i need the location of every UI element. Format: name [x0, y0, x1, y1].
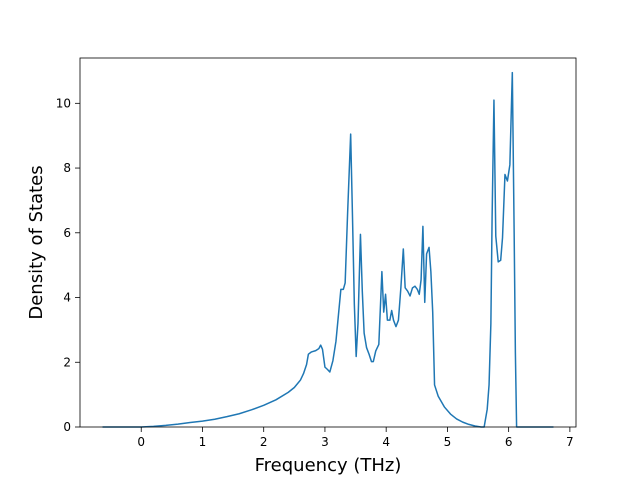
x-tick-label: 0: [137, 435, 145, 449]
dos-series-line: [102, 71, 554, 428]
x-tick-label: 7: [566, 435, 574, 449]
x-tick-label: 2: [260, 435, 268, 449]
x-tick-label: 3: [321, 435, 329, 449]
y-tick-label: 10: [56, 96, 71, 110]
y-axis-ticks: 0 2 4 6 8 10: [56, 96, 80, 434]
y-tick-label: 2: [63, 355, 71, 369]
y-tick-label: 4: [63, 291, 71, 305]
plot-frame: [79, 57, 577, 428]
x-axis-label: Frequency (THz): [255, 455, 402, 476]
y-axis-label: Density of States: [26, 165, 47, 319]
x-axis-ticks: 0 1 2 3 4 5 6 7: [137, 427, 574, 449]
x-tick-label: 1: [199, 435, 207, 449]
x-tick-label: 4: [382, 435, 390, 449]
y-tick-label: 6: [63, 226, 71, 240]
x-tick-label: 5: [444, 435, 452, 449]
x-tick-label: 6: [505, 435, 513, 449]
y-tick-label: 0: [63, 420, 71, 434]
y-tick-label: 8: [63, 161, 71, 175]
